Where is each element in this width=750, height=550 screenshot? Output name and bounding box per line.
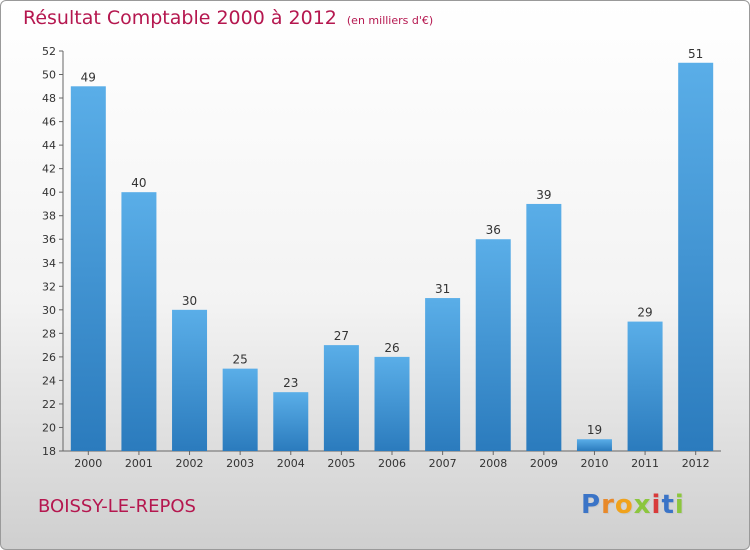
logo-letter: o — [614, 490, 634, 520]
title-unit: (en milliers d'€) — [346, 14, 434, 27]
y-tick-label: 26 — [42, 351, 56, 364]
data-label: 36 — [486, 223, 501, 237]
y-tick-label: 46 — [42, 116, 56, 129]
bar — [576, 439, 612, 451]
bar — [627, 321, 663, 451]
chart-title: Résultat Comptable 2000 à 2012 (en millie… — [23, 7, 433, 29]
data-label: 30 — [182, 294, 197, 308]
x-tick-label: 2011 — [631, 457, 659, 470]
data-label: 49 — [81, 70, 96, 84]
logo-letter: r — [601, 490, 615, 520]
x-tick-label: 2007 — [429, 457, 457, 470]
x-tick-label: 2010 — [580, 457, 608, 470]
y-tick-label: 18 — [42, 445, 56, 458]
data-label: 51 — [688, 47, 703, 61]
y-tick-label: 44 — [42, 139, 56, 152]
data-label: 19 — [587, 423, 602, 437]
bar — [475, 239, 511, 451]
bar — [70, 86, 106, 451]
y-tick-label: 30 — [42, 304, 56, 317]
proxiti-logo: Proxiti — [581, 490, 685, 520]
y-tick-label: 42 — [42, 163, 56, 176]
x-tick-label: 2004 — [277, 457, 305, 470]
bar — [222, 368, 258, 451]
data-label: 39 — [536, 188, 551, 202]
y-tick-label: 50 — [42, 69, 56, 82]
y-tick-label: 38 — [42, 210, 56, 223]
y-tick-label: 20 — [42, 421, 56, 434]
x-tick-label: 2000 — [74, 457, 102, 470]
bar — [121, 192, 157, 452]
y-tick-label: 36 — [42, 233, 56, 246]
data-label: 40 — [131, 176, 146, 190]
bar — [273, 392, 309, 451]
logo-letter: i — [674, 490, 685, 520]
y-tick-label: 34 — [42, 257, 56, 270]
y-tick-label: 40 — [42, 186, 56, 199]
logo-letter: P — [581, 490, 602, 520]
data-label: 31 — [435, 282, 450, 296]
x-tick-label: 2008 — [479, 457, 507, 470]
y-tick-label: 22 — [42, 398, 56, 411]
data-label: 27 — [334, 329, 349, 343]
x-tick-label: 2009 — [530, 457, 558, 470]
x-tick-label: 2002 — [176, 457, 204, 470]
data-label: 29 — [637, 306, 652, 320]
x-tick-label: 2003 — [226, 457, 254, 470]
bar — [374, 356, 410, 451]
x-tick-label: 2012 — [682, 457, 710, 470]
data-label: 26 — [384, 341, 399, 355]
x-tick-label: 2001 — [125, 457, 153, 470]
bar — [323, 345, 359, 451]
bar — [425, 298, 461, 451]
logo-letter: i — [651, 490, 662, 520]
y-tick-label: 52 — [42, 45, 56, 58]
data-label: 23 — [283, 376, 298, 390]
y-tick-label: 28 — [42, 327, 56, 340]
bar — [526, 203, 562, 451]
bar — [678, 62, 714, 451]
bar — [172, 309, 208, 451]
title-text: Résultat Comptable 2000 à 2012 — [23, 7, 337, 29]
y-tick-label: 24 — [42, 374, 56, 387]
logo-letter: x — [633, 490, 652, 520]
y-tick-label: 32 — [42, 280, 56, 293]
x-tick-label: 2005 — [327, 457, 355, 470]
data-label: 25 — [233, 353, 248, 367]
y-tick-label: 48 — [42, 92, 56, 105]
logo-letter: t — [661, 490, 675, 520]
city-name: BOISSY-LE-REPOS — [38, 496, 196, 517]
x-tick-label: 2006 — [378, 457, 406, 470]
